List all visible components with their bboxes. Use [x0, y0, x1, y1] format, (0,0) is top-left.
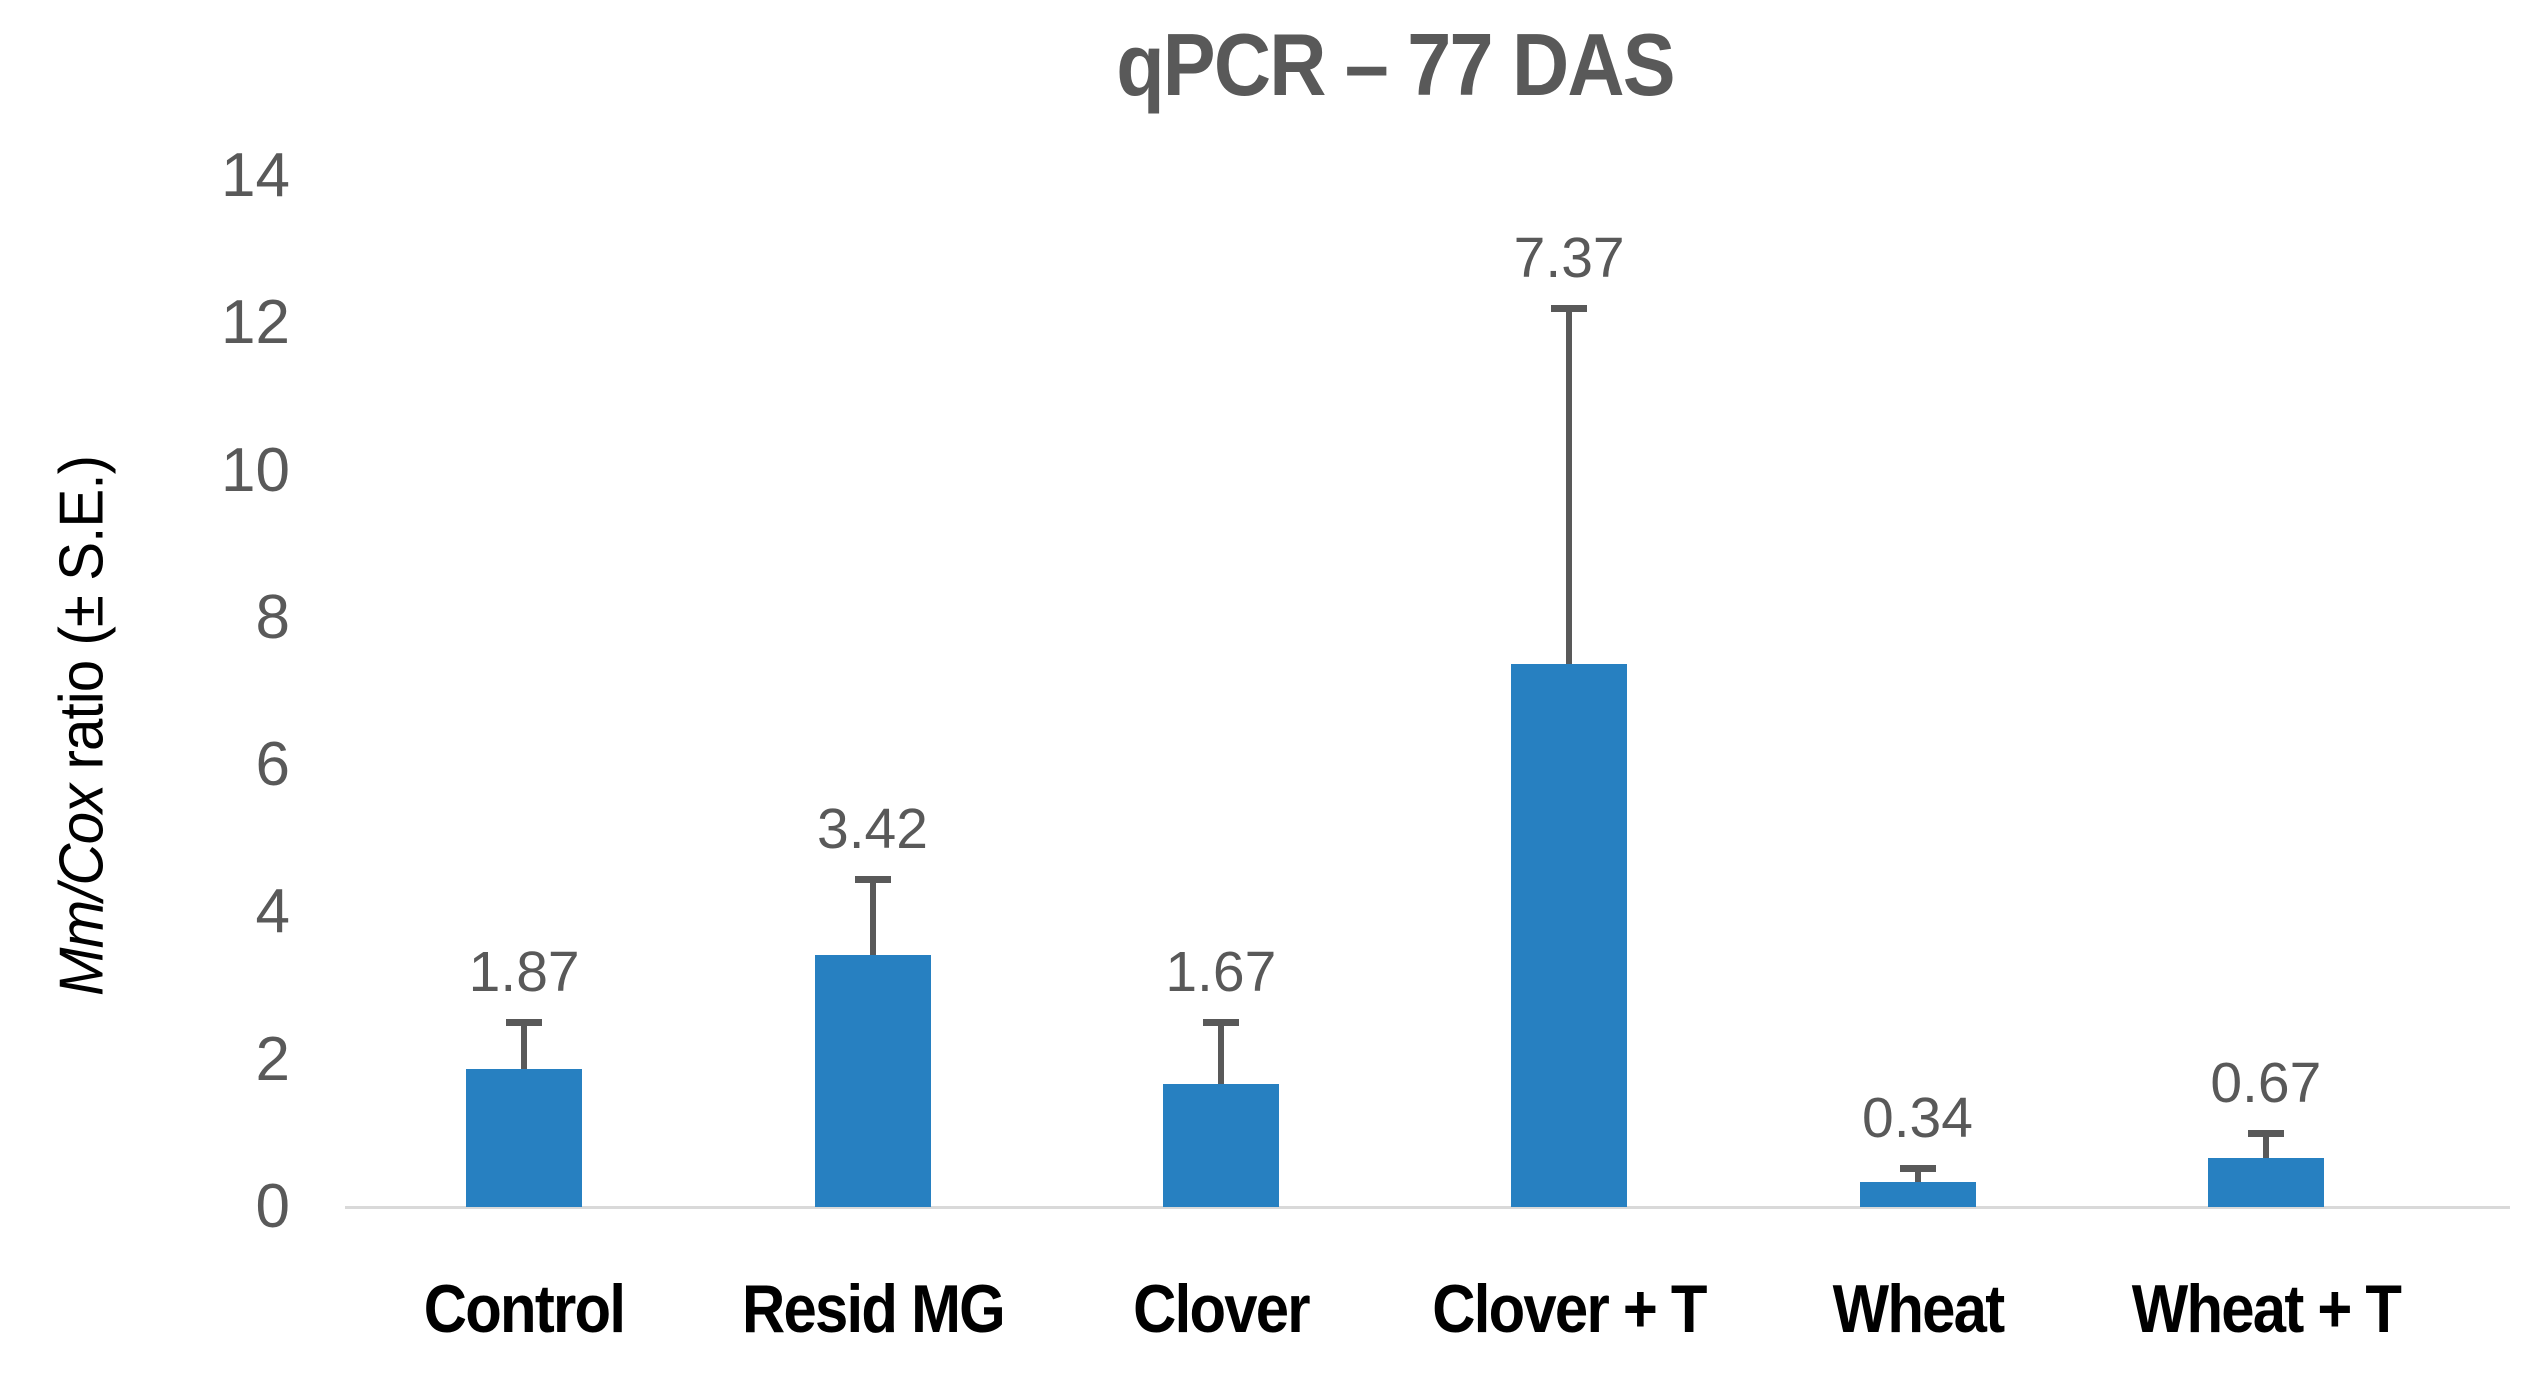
category-label: Wheat + T [2131, 1271, 2402, 1347]
error-bar-line [1217, 1022, 1224, 1084]
error-bar-cap [1202, 1019, 1239, 1027]
y-tick-label: 2 [255, 1024, 290, 1094]
bar [1162, 1084, 1279, 1207]
y-tick-label: 10 [221, 435, 290, 505]
category-label: Clover + T [1432, 1271, 1707, 1347]
data-label: 1.87 [468, 940, 580, 1005]
y-tick-label: 14 [221, 141, 290, 210]
error-bar-line [521, 1022, 528, 1070]
bar [466, 1069, 583, 1207]
bar [1511, 664, 1628, 1207]
data-label: 0.34 [1862, 1086, 1973, 1151]
error-bar-line [1566, 308, 1573, 665]
data-label: 7.37 [1513, 226, 1625, 291]
bar [1859, 1181, 1976, 1207]
error-bar-cap [506, 1019, 543, 1027]
chart-title: qPCR – 77 DAS [1116, 15, 1675, 114]
x-axis-line [345, 1206, 2510, 1209]
error-bar-line [1914, 1168, 1921, 1182]
error-bar-cap [1551, 305, 1588, 313]
error-bar-line [869, 879, 876, 956]
error-bar-cap [854, 875, 891, 883]
data-label: 0.67 [2210, 1050, 2322, 1115]
category-label: Control [423, 1271, 626, 1347]
error-bar-cap [2247, 1129, 2284, 1137]
y-tick-label: 0 [255, 1172, 290, 1241]
error-bar-cap [1899, 1165, 1936, 1173]
y-tick-label: 4 [255, 877, 290, 947]
data-label: 1.67 [1165, 940, 1277, 1005]
y-tick-label: 6 [255, 730, 290, 800]
data-label: 3.42 [817, 796, 928, 861]
y-tick-label: 12 [221, 288, 290, 358]
y-tick-label: 8 [255, 582, 290, 652]
bar [814, 955, 931, 1207]
category-label: Clover [1132, 1271, 1310, 1347]
bar [2207, 1157, 2324, 1207]
category-label: Resid MG [741, 1271, 1006, 1347]
error-bar-line [2262, 1133, 2269, 1158]
category-label: Wheat [1832, 1271, 2004, 1347]
